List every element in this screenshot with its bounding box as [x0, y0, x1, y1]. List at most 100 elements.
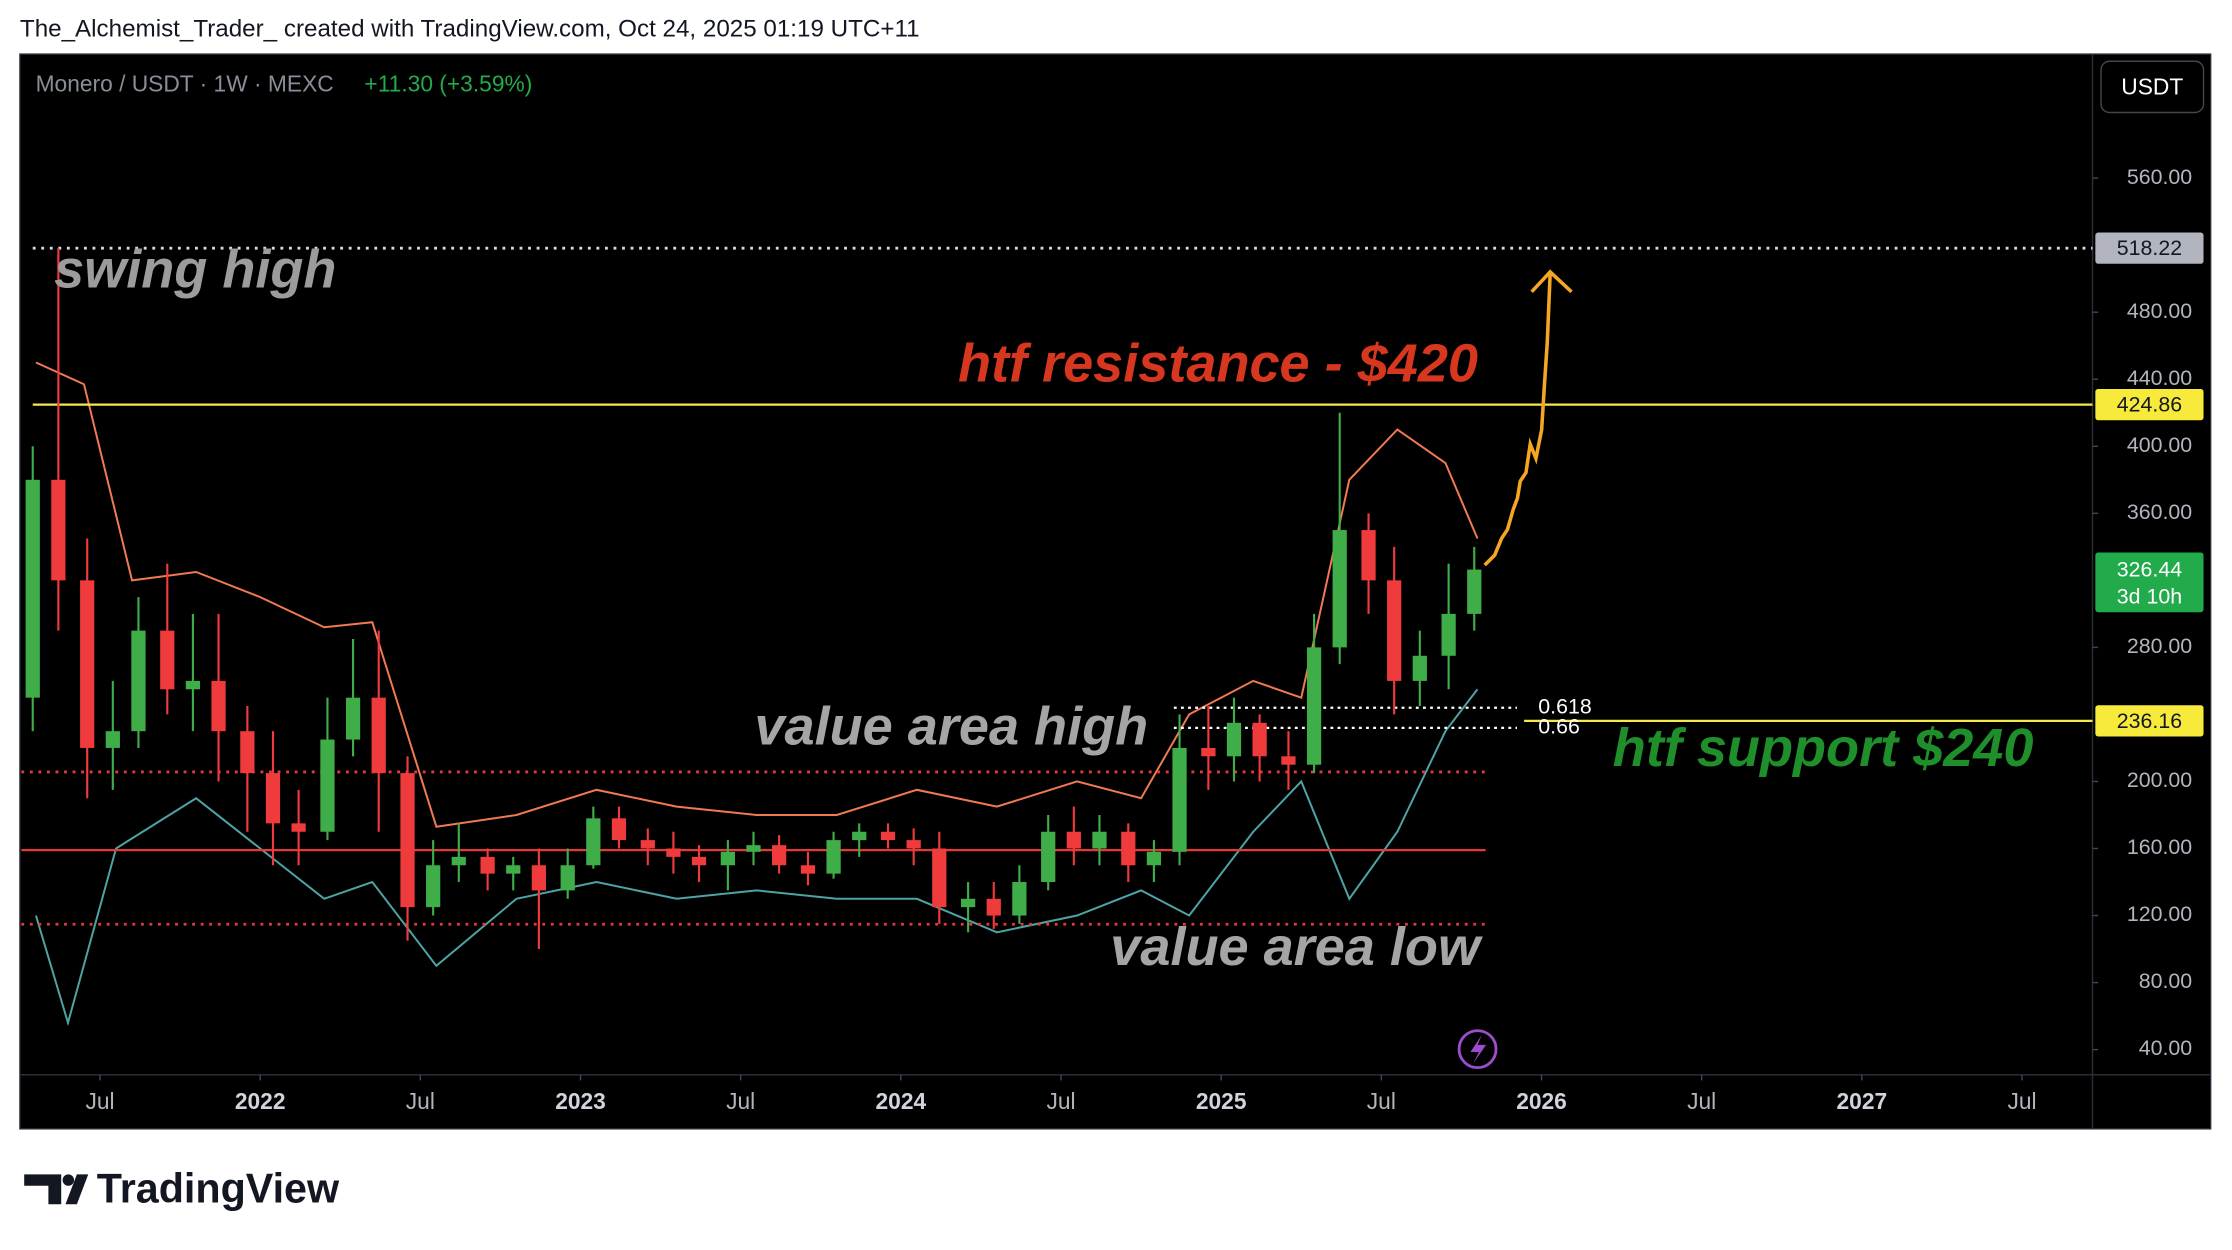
candle-body — [160, 630, 175, 690]
price-change: +11.30 (+3.59%) — [364, 70, 532, 96]
y-tick-label: 120.00 — [2127, 902, 2192, 926]
price-badge — [2095, 705, 2204, 737]
candle-body — [211, 680, 226, 732]
candle-body — [1092, 831, 1107, 849]
x-tick-label: Jul — [1687, 1088, 1716, 1114]
y-tick-label: 80.00 — [2139, 969, 2193, 993]
x-tick-label: Jul — [1046, 1088, 1075, 1114]
attribution: The_Alchemist_Trader_ created with Tradi… — [20, 15, 920, 42]
candle-body — [1121, 831, 1136, 866]
annotation: value area low — [1110, 917, 1483, 977]
candle-body — [560, 865, 575, 891]
labels: 40.00 80.00 120.00 160.00 200.00 280.00 360.00… — [54, 165, 2204, 1114]
x-tick-label: 2023 — [555, 1088, 606, 1114]
candle-body — [506, 865, 521, 874]
brand-logo — [24, 1174, 89, 1205]
annotation: htf support $240 — [1613, 718, 2034, 778]
candle-body — [986, 898, 1001, 916]
candle-body — [1201, 747, 1216, 757]
candle-body — [531, 865, 546, 891]
candles — [25, 248, 1482, 950]
candle-body — [1361, 530, 1376, 581]
projection-arrow — [1483, 273, 1552, 567]
alert-icon-bolt[interactable] — [1470, 1034, 1487, 1064]
candle-body — [480, 856, 495, 874]
x-tick-label: 2027 — [1837, 1088, 1888, 1114]
candle-body — [185, 680, 201, 690]
currency-label[interactable]: USDT — [2121, 73, 2183, 99]
x-tick-label: 2022 — [235, 1088, 286, 1114]
y-tick-label: 40.00 — [2139, 1036, 2193, 1060]
candle-body — [25, 479, 40, 698]
price-badge — [2095, 232, 2204, 264]
candle-body — [400, 773, 415, 908]
currency-button[interactable] — [2100, 60, 2205, 114]
price-badge-label: 518.22 — [2117, 236, 2182, 260]
y-tick-label: 200.00 — [2127, 768, 2192, 792]
x-tick-label: 2025 — [1196, 1088, 1247, 1114]
candle-body — [371, 697, 386, 774]
price-badge — [2095, 388, 2204, 421]
y-tick-label: 360.00 — [2127, 500, 2192, 524]
price-badge-label: 424.86 — [2117, 393, 2182, 417]
candle-body — [1012, 882, 1027, 916]
brand-name: TradingView — [97, 1165, 340, 1211]
candle-body — [240, 731, 255, 774]
candle-body — [1252, 722, 1267, 757]
x-tick-label: Jul — [406, 1088, 435, 1114]
band-line — [34, 688, 1479, 1027]
fib-label: 0.618 — [1538, 694, 1591, 718]
y-tick-label: 160.00 — [2127, 835, 2192, 859]
candle-body — [451, 856, 466, 866]
candle-body — [131, 630, 146, 732]
candle-body — [852, 831, 867, 841]
candle-body — [611, 818, 627, 841]
candle-body — [426, 865, 441, 908]
y-tick-label: 400.00 — [2127, 433, 2192, 457]
candle-body — [691, 856, 707, 866]
candle-body — [1172, 747, 1187, 852]
candle-body — [320, 739, 335, 832]
candle-body — [105, 731, 120, 748]
candle-body — [666, 848, 681, 857]
candle-body — [932, 848, 947, 908]
last-price-badge — [2095, 552, 2204, 613]
candle-body — [265, 773, 281, 824]
annotation: swing high — [54, 240, 336, 300]
candle-body — [1412, 655, 1427, 681]
candle-body — [1387, 580, 1402, 681]
candle-body — [345, 697, 361, 740]
x-tick-label: Jul — [2007, 1088, 2036, 1114]
candle-body — [1281, 756, 1296, 765]
x-tick-label: Jul — [85, 1088, 114, 1114]
annotation: value area high — [754, 697, 1148, 757]
y-tick-label: 440.00 — [2127, 366, 2192, 390]
alert-icon[interactable] — [1457, 1029, 1498, 1070]
candle-body — [51, 479, 66, 581]
candle-body — [720, 851, 735, 866]
candle-body — [640, 840, 655, 849]
x-tick-label: 2026 — [1516, 1088, 1567, 1114]
candle-body — [1066, 831, 1081, 849]
candle-body — [880, 831, 896, 841]
candle-body — [1332, 530, 1347, 648]
candle-body — [961, 898, 976, 908]
candle-body — [746, 845, 761, 852]
candle-body — [826, 840, 841, 874]
candle-body — [586, 818, 601, 866]
chart-panel — [19, 53, 2212, 1130]
projection-arrowhead — [1530, 269, 1573, 294]
x-tick-label: Jul — [726, 1088, 755, 1114]
candle-body — [291, 823, 306, 832]
candle-body — [1146, 851, 1162, 866]
candle-body — [1441, 613, 1456, 656]
brand-logo-dot — [62, 1174, 75, 1186]
fib-label: 0.66 — [1538, 714, 1580, 738]
y-tick-label: 480.00 — [2127, 299, 2192, 323]
x-tick-label: 2024 — [876, 1088, 927, 1114]
candle-body — [1041, 831, 1056, 883]
annotation: htf resistance - $420 — [958, 334, 1478, 394]
candle-body — [800, 865, 816, 874]
y-tick-label: 280.00 — [2127, 634, 2192, 658]
